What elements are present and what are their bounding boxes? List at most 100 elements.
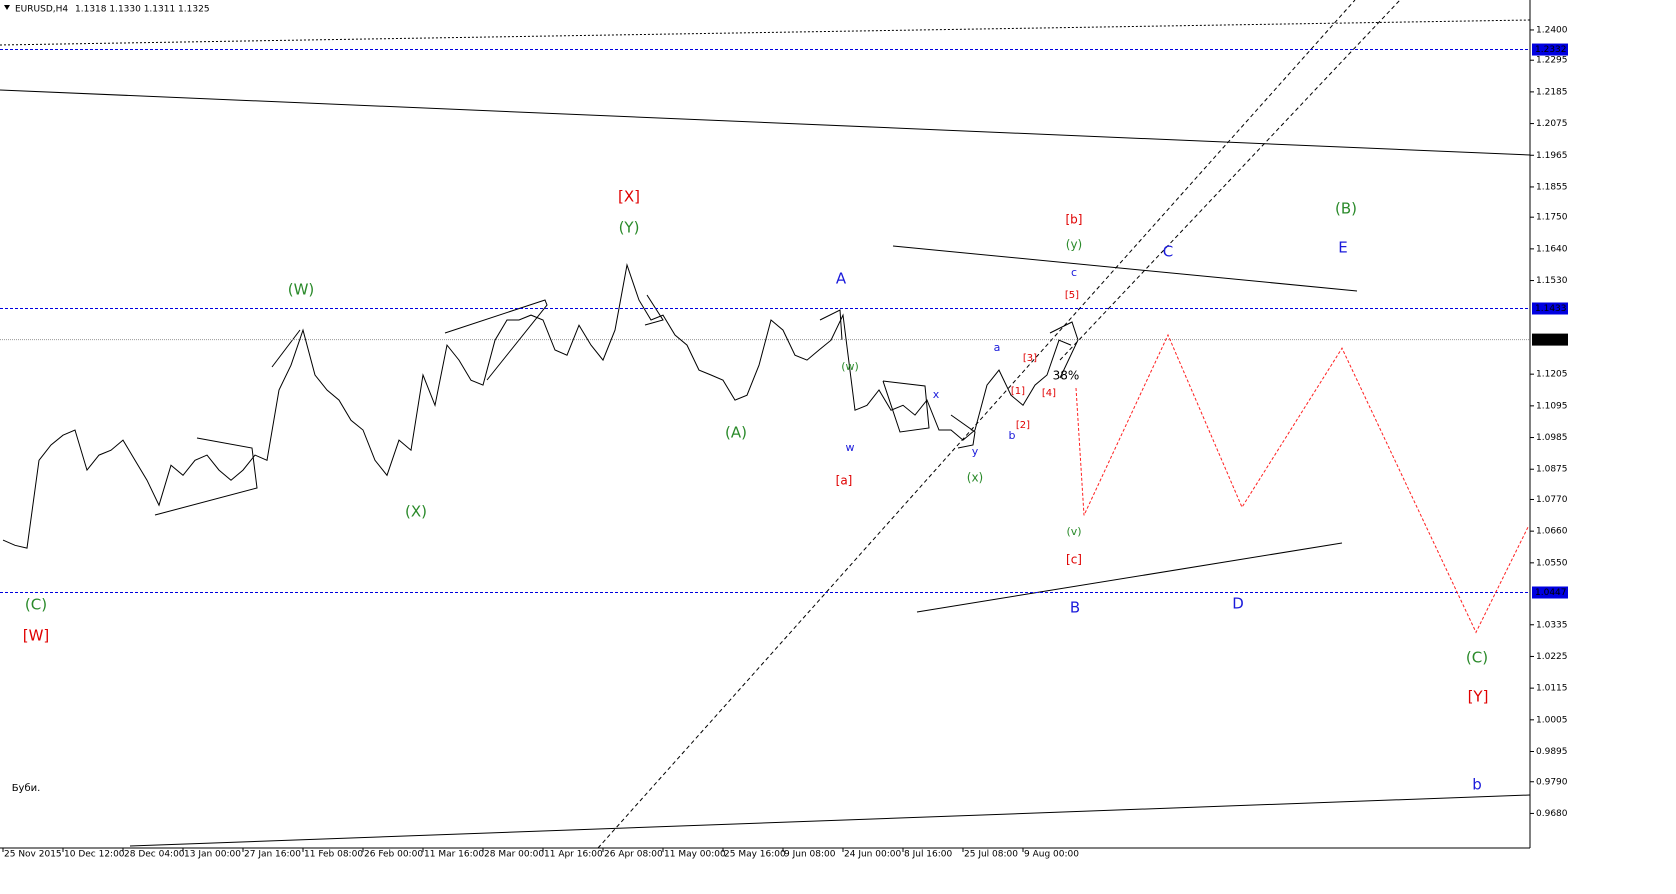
y-tick-label: 1.2295 (1536, 56, 1568, 66)
level-label: 1.1433 (1535, 304, 1567, 314)
wave-label: [a] (836, 474, 853, 488)
y-tick-label: 1.0550 (1536, 558, 1568, 568)
x-tick-label: 24 Jun 00:00 (844, 850, 901, 860)
y-tick-label: 1.1750 (1536, 213, 1568, 223)
wave-label: [W] (23, 627, 50, 645)
y-tick-label: 1.1095 (1536, 401, 1568, 411)
wave-label: [3] (1023, 353, 1037, 364)
wave-label: (W) (288, 281, 315, 299)
x-tick-label: 9 Jun 08:00 (784, 850, 836, 860)
y-tick-label: 1.0770 (1536, 495, 1568, 505)
y-tick-label: 1.2185 (1536, 87, 1568, 97)
wave-label: [5] (1065, 290, 1079, 301)
drawings (0, 0, 1531, 849)
wave-label: C (1163, 243, 1173, 261)
x-tick-label: 11 May 00:00 (664, 850, 726, 860)
wave-label: D (1232, 595, 1244, 613)
x-tick-label: 11 Mar 16:00 (424, 850, 484, 860)
wave-label: [c] (1066, 553, 1082, 567)
chart-subtitle: 1.1318 1.1330 1.1311 1.1325 (75, 5, 210, 15)
y-tick-label: 1.1205 (1536, 370, 1568, 380)
wedge (444, 299, 548, 381)
wedge (819, 309, 843, 341)
wave-label: (y) (1066, 238, 1082, 252)
wedge (1049, 321, 1079, 379)
wave-label: y (972, 445, 979, 458)
wave-label: (x) (967, 471, 983, 485)
x-tick-label: 28 Dec 04:00 (124, 850, 185, 860)
wave-label: x (933, 388, 940, 401)
wave-label: [2] (1016, 420, 1030, 431)
wave-label: a (994, 341, 1001, 354)
level-box (1532, 302, 1568, 315)
y-tick-label: 0.9895 (1536, 747, 1568, 757)
y-tick-label: 1.1965 (1536, 151, 1568, 161)
trend-line (892, 245, 1358, 292)
wave-label: 38% (1053, 369, 1080, 383)
wave-label: (C) (1466, 649, 1488, 667)
x-tick-label: 10 Dec 12:00 (64, 850, 125, 860)
y-tick-label: 1.0875 (1536, 465, 1568, 475)
y-tick-label: 1.1855 (1536, 182, 1568, 192)
wave-label: A (836, 270, 847, 288)
y-tick-label: 1.1640 (1536, 244, 1568, 254)
x-tick-label: 26 Apr 08:00 (604, 850, 663, 860)
level-label: 1.0447 (1535, 588, 1567, 598)
wave-label: [Y] (1468, 688, 1489, 706)
trend-line (129, 794, 1531, 847)
levels: 1.2332 1.1433 1.1325 1.0447 (0, 43, 1568, 599)
wave-label: [4] (1042, 388, 1056, 399)
x-tick-label: 28 Mar 00:00 (484, 850, 544, 860)
wave-label: (B) (1335, 200, 1357, 218)
wedge (644, 294, 664, 326)
x-tick-label: 11 Feb 08:00 (304, 850, 363, 860)
level-label: 1.1325 (1535, 335, 1567, 345)
wave-label: c (1071, 266, 1077, 279)
wave-label: Буби. (12, 783, 41, 794)
wave-label: (C) (25, 596, 47, 614)
y-tick-label: 1.0660 (1536, 527, 1568, 537)
wave-label: E (1338, 239, 1347, 257)
chart-title: EURUSD,H4 (15, 5, 68, 15)
menu-icon (4, 5, 10, 10)
wedge-line (271, 329, 301, 368)
dashed-line (0, 19, 1531, 46)
wave-label: [X] (618, 188, 640, 206)
wave-label: b (1472, 776, 1482, 794)
level-box (1532, 333, 1568, 346)
wave-label: w (846, 441, 855, 454)
level-box (1532, 586, 1568, 599)
wave-label: [b] (1066, 213, 1083, 227)
triangle (950, 414, 976, 449)
y-tick-label: 1.0985 (1536, 433, 1568, 443)
y-tick-label: 1.2075 (1536, 119, 1568, 129)
wave-label: B (1070, 599, 1080, 617)
triangle (154, 437, 258, 516)
axes: 1.2400 1.2295 1.2185 1.2075 1.1965 1.1855 1.17… (2, 25, 1568, 860)
y-tick-label: 1.0335 (1536, 620, 1568, 630)
x-tick-label: 25 May 16:00 (724, 850, 786, 860)
y-tick-label: 0.9790 (1536, 777, 1568, 787)
x-tick-label: 25 Nov 2015 (4, 850, 62, 860)
wave-label: (v) (1066, 525, 1081, 538)
y-tick-label: 1.0005 (1536, 715, 1568, 725)
triangle (882, 380, 930, 433)
price-line (2, 263, 1072, 549)
x-tick-label: 9 Aug 00:00 (1024, 850, 1079, 860)
y-tick-label: 1.1530 (1536, 276, 1568, 286)
y-tick-label: 1.2400 (1536, 25, 1568, 35)
x-tick-label: 11 Apr 16:00 (544, 850, 603, 860)
wave-label: b (1009, 429, 1016, 442)
y-tick-label: 1.0225 (1536, 652, 1568, 662)
x-tick-label: 13 Jan 00:00 (184, 850, 241, 860)
x-tick-label: 27 Jan 16:00 (244, 850, 301, 860)
trend-line (916, 542, 1343, 613)
x-tick-label: 8 Jul 16:00 (904, 850, 953, 860)
x-tick-label: 26 Feb 00:00 (364, 850, 423, 860)
level-box (1532, 43, 1568, 56)
forecast-line (1075, 333, 1529, 634)
wave-label: (Y) (619, 219, 640, 237)
wave-label: (w) (841, 360, 859, 373)
